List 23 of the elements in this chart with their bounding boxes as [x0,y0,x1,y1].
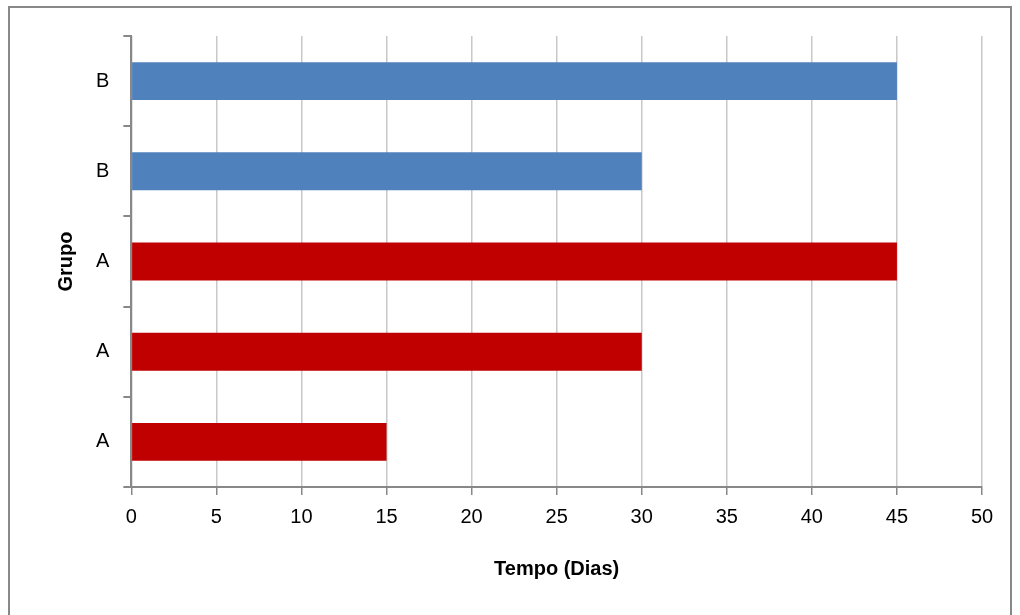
y-tick-label: A [96,339,110,362]
x-tick-label: 40 [800,504,823,527]
y-tick-label: A [96,249,110,272]
x-tick-label: 0 [125,504,137,527]
x-tick-label: 20 [460,504,483,527]
x-axis-title: Tempo (Dias) [494,556,620,579]
bar [132,62,897,101]
x-tick-label: 50 [970,504,994,527]
x-tick-label: 45 [885,504,909,527]
x-tick-label: 15 [375,504,398,527]
x-tick-label: 5 [210,504,222,527]
bar [132,242,897,281]
y-tick-label: A [96,429,110,452]
x-tick-label: 30 [630,504,653,527]
y-tick-label: B [96,68,110,91]
bar [132,422,387,461]
y-tick-label: B [96,158,110,181]
x-tick-label: 10 [290,504,313,527]
bar [132,152,642,191]
y-axis-title: Grupo [53,231,76,292]
x-tick-label: 25 [545,504,568,527]
bar [132,332,642,371]
x-tick-label: 35 [715,504,738,527]
